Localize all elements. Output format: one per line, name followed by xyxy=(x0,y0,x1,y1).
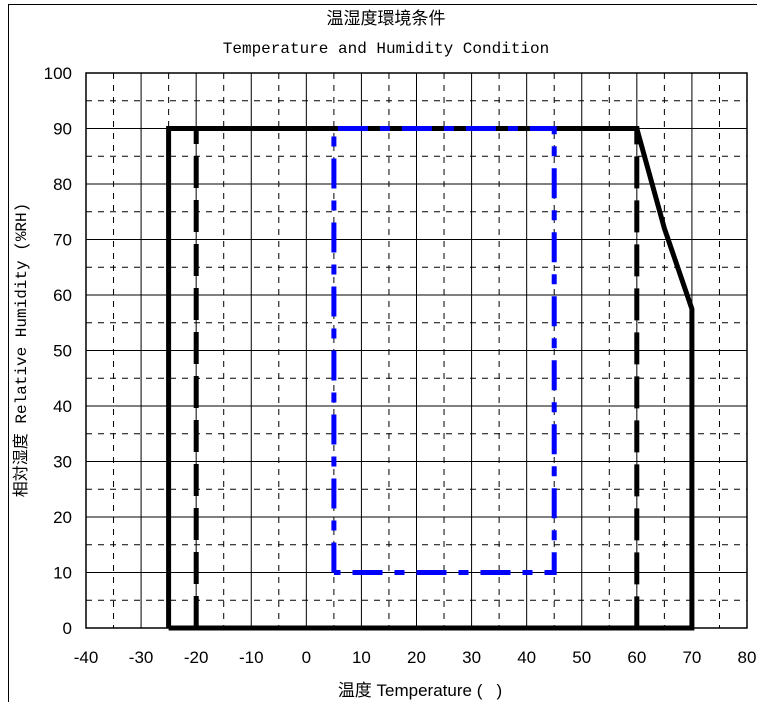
x-tick-label: -20 xyxy=(184,648,209,667)
x-tick-label: 0 xyxy=(302,648,311,667)
y-axis-label: 相対湿度 Relative Humidity (%RH) xyxy=(12,203,31,497)
series-solid-black-boundary xyxy=(166,126,695,631)
y-tick-label: 80 xyxy=(53,175,72,194)
y-tick-label: 0 xyxy=(63,619,72,638)
y-tick-label: 20 xyxy=(53,508,72,527)
x-tick-label: 60 xyxy=(627,648,646,667)
x-tick-label: 10 xyxy=(352,648,371,667)
x-tick-label: -40 xyxy=(74,648,99,667)
x-axis-ticks: -40 -30 -20 -10 0 10 20 30 40 50 60 70 80 xyxy=(74,648,757,667)
x-tick-label: -10 xyxy=(239,648,264,667)
grid xyxy=(86,73,747,628)
series-dashed-black-boundary xyxy=(193,126,640,631)
y-tick-label: 30 xyxy=(53,453,72,472)
x-tick-label: 70 xyxy=(682,648,701,667)
x-axis-label: 温度 Temperature ( ) xyxy=(338,681,502,700)
y-tick-label: 60 xyxy=(53,286,72,305)
y-tick-label: 100 xyxy=(44,64,72,83)
y-tick-label: 90 xyxy=(53,120,72,139)
series-layer xyxy=(166,126,695,631)
chart-frame xyxy=(8,4,757,702)
chart-title: 温湿度環境条件 xyxy=(327,9,446,28)
series-dashed-blue-boundary xyxy=(331,126,557,575)
x-tick-label: 50 xyxy=(572,648,591,667)
y-tick-label: 10 xyxy=(53,564,72,583)
chart-subtitle: Temperature and Humidity Condition xyxy=(223,40,549,58)
y-tick-label: 40 xyxy=(53,397,72,416)
y-tick-label: 70 xyxy=(53,231,72,250)
y-axis-ticks: 0 10 20 30 40 50 60 70 80 90 100 xyxy=(44,64,72,638)
x-tick-label: 80 xyxy=(738,648,757,667)
x-tick-label: 30 xyxy=(462,648,481,667)
y-tick-label: 50 xyxy=(53,342,72,361)
x-tick-label: 20 xyxy=(407,648,426,667)
x-tick-label: -30 xyxy=(129,648,154,667)
x-tick-label: 40 xyxy=(517,648,536,667)
